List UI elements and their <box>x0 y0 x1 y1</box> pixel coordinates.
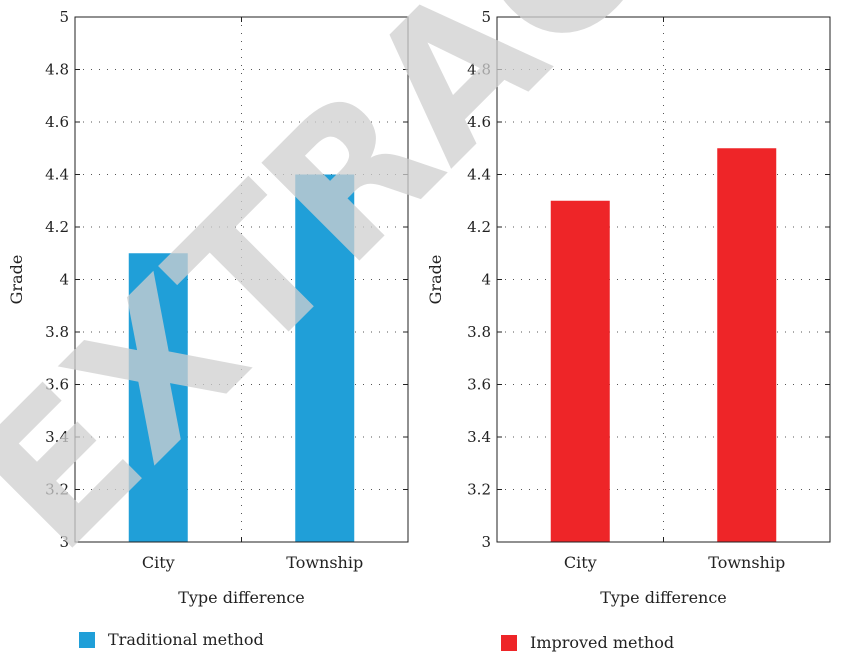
bar-township <box>295 174 355 542</box>
chart-panel-1: 3 3.2 3.4 3.6 3.8 4 4.2 4.4 4.6 4.8 5 City Township T… <box>7 8 409 649</box>
y-tick-label: 3 <box>59 533 69 551</box>
y-axis-label: Grade <box>426 255 445 305</box>
y-tick-label: 3.2 <box>45 481 69 499</box>
y-tick-label: 3.4 <box>467 428 491 446</box>
y-tick-label: 4.8 <box>45 61 69 79</box>
y-tick-label: 4.2 <box>45 218 69 236</box>
x-tick-label: City <box>142 553 175 572</box>
y-tick-label: 4.2 <box>467 218 491 236</box>
chart-panels: 3 3.2 3.4 3.6 3.8 4 4.2 4.4 4.6 4.8 5 City Township T… <box>7 8 831 652</box>
y-tick-label: 3.8 <box>467 323 491 341</box>
y-tick-label: 4.8 <box>467 61 491 79</box>
y-tick-label: 5 <box>481 8 491 26</box>
y-tick-label: 4.4 <box>467 166 491 184</box>
y-tick-label: 4.6 <box>467 113 491 131</box>
y-tick-label: 3 <box>481 533 491 551</box>
y-tick-label: 3.2 <box>467 481 491 499</box>
x-tick-label: Township <box>286 553 363 572</box>
x-axis-label: Type difference <box>178 588 305 607</box>
legend-swatch <box>501 635 517 651</box>
y-tick-label: 4.6 <box>45 113 69 131</box>
y-tick-label: 5 <box>59 8 69 26</box>
legend-label: Traditional method <box>108 630 264 649</box>
y-tick-label: 4 <box>59 271 69 289</box>
y-tick-label: 3.4 <box>45 428 69 446</box>
y-tick-label: 4.4 <box>45 166 69 184</box>
y-tick-label: 3.8 <box>45 323 69 341</box>
x-tick-label: Township <box>708 553 785 572</box>
bar-city <box>128 253 188 542</box>
y-tick-label: 3.6 <box>467 376 491 394</box>
legend-swatch <box>79 632 95 648</box>
x-tick-label: City <box>564 553 597 572</box>
x-axis-label: Type difference <box>600 588 727 607</box>
legend: Improved method <box>501 633 674 652</box>
bar-township <box>717 148 777 542</box>
bar-city <box>550 200 610 542</box>
y-tick-label: 3.6 <box>45 376 69 394</box>
legend-label: Improved method <box>530 633 674 652</box>
chart-panel-2: 3 3.2 3.4 3.6 3.8 4 4.2 4.4 4.6 4.8 5 City Township T… <box>426 8 831 652</box>
y-axis-label: Grade <box>7 255 26 305</box>
y-tick-label: 4 <box>481 271 491 289</box>
legend: Traditional method <box>79 630 264 649</box>
